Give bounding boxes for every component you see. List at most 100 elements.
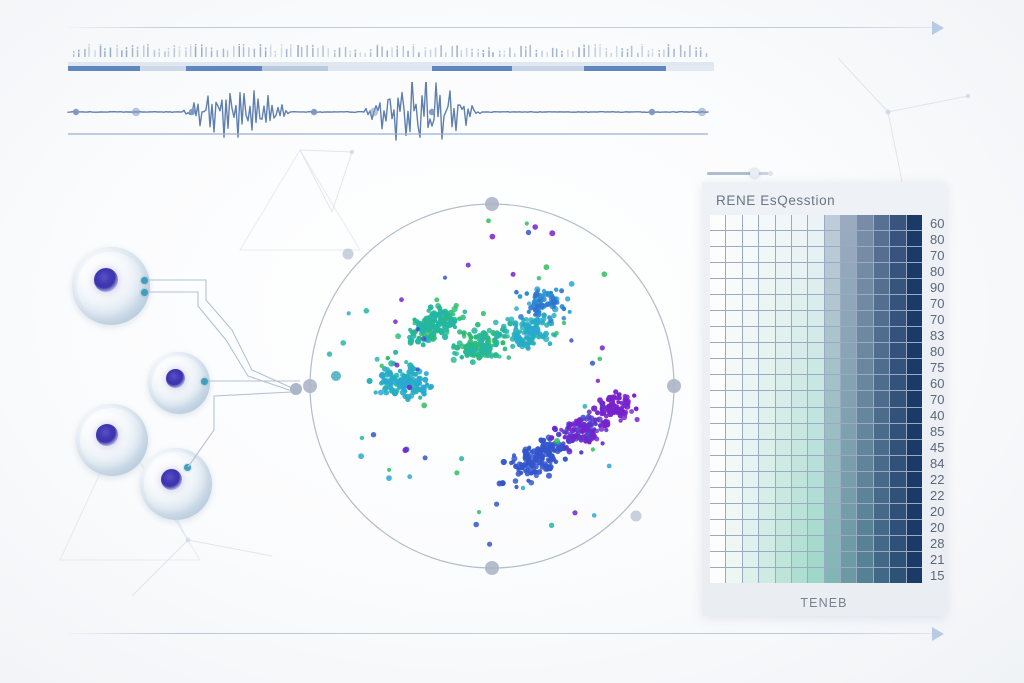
- heatmap-cell[interactable]: [742, 471, 759, 487]
- heatmap-cell[interactable]: [857, 311, 873, 327]
- heatmap-cell[interactable]: [742, 279, 759, 295]
- heatmap-cell[interactable]: [906, 535, 922, 551]
- heatmap-cell[interactable]: [710, 343, 726, 359]
- heatmap-cell[interactable]: [906, 231, 922, 247]
- heatmap-cell[interactable]: [906, 375, 922, 391]
- heatmap-cell[interactable]: [775, 471, 791, 487]
- heatmap-cell[interactable]: [890, 327, 906, 343]
- heatmap-cell[interactable]: [873, 247, 890, 263]
- heatmap-cell[interactable]: [873, 487, 890, 503]
- heatmap-cell[interactable]: [742, 311, 759, 327]
- heatmap-cell[interactable]: [726, 487, 742, 503]
- heatmap-cell[interactable]: [841, 455, 857, 471]
- heatmap-cell[interactable]: [791, 551, 808, 567]
- heatmap-cell[interactable]: [906, 423, 922, 439]
- heatmap-cell[interactable]: [808, 455, 824, 471]
- heatmap-cell[interactable]: [906, 391, 922, 407]
- heatmap-cell[interactable]: [906, 343, 922, 359]
- heatmap-cell[interactable]: [759, 295, 775, 311]
- heatmap-cell[interactable]: [726, 359, 742, 375]
- heatmap-cell[interactable]: [791, 519, 808, 535]
- heatmap-cell[interactable]: [759, 551, 775, 567]
- heatmap-cell[interactable]: [890, 535, 906, 551]
- heatmap-cell[interactable]: [808, 279, 824, 295]
- heatmap-cell[interactable]: [824, 535, 841, 551]
- heatmap-cell[interactable]: [775, 263, 791, 279]
- heatmap-cell[interactable]: [824, 439, 841, 455]
- heatmap-cell[interactable]: [857, 295, 873, 311]
- heatmap-cell[interactable]: [808, 375, 824, 391]
- heatmap-cell[interactable]: [775, 343, 791, 359]
- heatmap-cell[interactable]: [873, 407, 890, 423]
- heatmap-cell[interactable]: [824, 407, 841, 423]
- heatmap-cell[interactable]: [759, 311, 775, 327]
- heatmap-cell[interactable]: [791, 455, 808, 471]
- heatmap-cell[interactable]: [890, 391, 906, 407]
- heatmap-cell[interactable]: [726, 567, 742, 583]
- heatmap-cell[interactable]: [857, 263, 873, 279]
- heatmap-cell[interactable]: [775, 455, 791, 471]
- heatmap-cell[interactable]: [857, 551, 873, 567]
- heatmap-cell[interactable]: [890, 359, 906, 375]
- heatmap-cell[interactable]: [841, 423, 857, 439]
- heatmap-cell[interactable]: [759, 487, 775, 503]
- heatmap-cell[interactable]: [710, 327, 726, 343]
- heatmap-cell[interactable]: [791, 263, 808, 279]
- heatmap-cell[interactable]: [841, 535, 857, 551]
- heatmap-cell[interactable]: [791, 487, 808, 503]
- heatmap-cell[interactable]: [742, 535, 759, 551]
- heatmap-cell[interactable]: [726, 519, 742, 535]
- heatmap-cell[interactable]: [759, 535, 775, 551]
- heatmap-cell[interactable]: [890, 423, 906, 439]
- heatmap-cell[interactable]: [824, 359, 841, 375]
- heatmap-cell[interactable]: [906, 471, 922, 487]
- heatmap-cell[interactable]: [808, 311, 824, 327]
- heatmap-cell[interactable]: [710, 503, 726, 519]
- heatmap-cell[interactable]: [841, 327, 857, 343]
- heatmap-cell[interactable]: [775, 535, 791, 551]
- heatmap-cell[interactable]: [742, 375, 759, 391]
- heatmap-cell[interactable]: [808, 359, 824, 375]
- heatmap-cell[interactable]: [906, 487, 922, 503]
- heatmap-cell[interactable]: [791, 343, 808, 359]
- heatmap-cell[interactable]: [841, 231, 857, 247]
- heatmap-cell[interactable]: [726, 279, 742, 295]
- heatmap-cell[interactable]: [890, 455, 906, 471]
- heatmap-cell[interactable]: [890, 487, 906, 503]
- heatmap-cell[interactable]: [890, 567, 906, 583]
- heatmap-cell[interactable]: [808, 567, 824, 583]
- heatmap-cell[interactable]: [890, 215, 906, 231]
- heatmap-cell[interactable]: [710, 439, 726, 455]
- heatmap-cell[interactable]: [906, 247, 922, 263]
- heatmap-cell[interactable]: [824, 519, 841, 535]
- heatmap-cell[interactable]: [808, 519, 824, 535]
- heatmap-cell[interactable]: [775, 231, 791, 247]
- heatmap-cell[interactable]: [824, 231, 841, 247]
- heatmap-cell[interactable]: [824, 295, 841, 311]
- heatmap-cell[interactable]: [873, 295, 890, 311]
- heatmap-cell[interactable]: [824, 487, 841, 503]
- heatmap-cell[interactable]: [857, 439, 873, 455]
- heatmap-cell[interactable]: [857, 391, 873, 407]
- heatmap-cell[interactable]: [841, 343, 857, 359]
- heatmap-cell[interactable]: [808, 439, 824, 455]
- heatmap-cell[interactable]: [791, 327, 808, 343]
- heatmap-cell[interactable]: [890, 279, 906, 295]
- heatmap-cell[interactable]: [742, 503, 759, 519]
- heatmap-cell[interactable]: [726, 471, 742, 487]
- heatmap-cell[interactable]: [906, 295, 922, 311]
- heatmap-cell[interactable]: [824, 215, 841, 231]
- heatmap-cell[interactable]: [824, 311, 841, 327]
- heatmap-cell[interactable]: [710, 535, 726, 551]
- heatmap-cell[interactable]: [742, 455, 759, 471]
- heatmap-cell[interactable]: [710, 567, 726, 583]
- heatmap-cell[interactable]: [710, 519, 726, 535]
- heatmap-cell[interactable]: [857, 343, 873, 359]
- heatmap-cell[interactable]: [808, 391, 824, 407]
- heatmap-cell[interactable]: [857, 567, 873, 583]
- heatmap-cell[interactable]: [906, 551, 922, 567]
- heatmap-cell[interactable]: [841, 279, 857, 295]
- heatmap-cell[interactable]: [841, 487, 857, 503]
- heatmap-cell[interactable]: [857, 423, 873, 439]
- heatmap-cell[interactable]: [824, 343, 841, 359]
